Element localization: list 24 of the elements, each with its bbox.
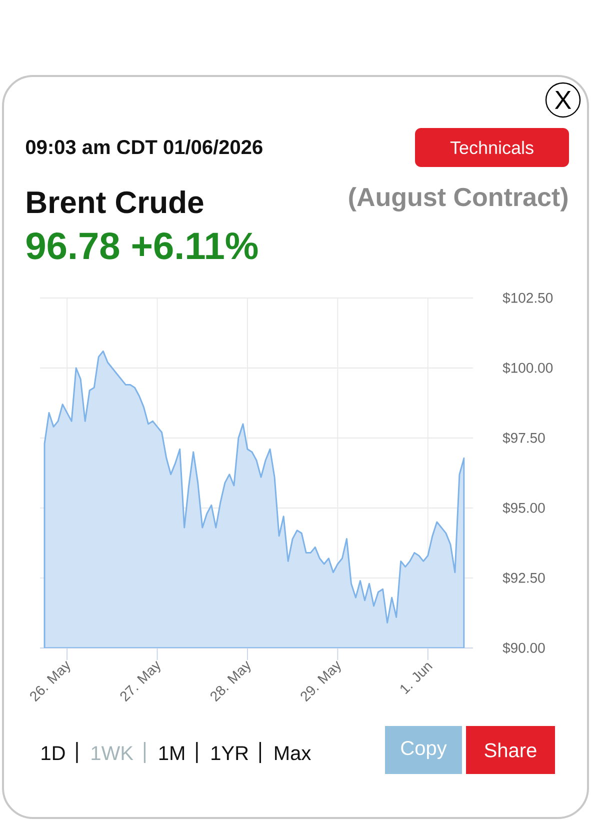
- x-tick-label: 26. May: [30, 660, 70, 702]
- chart-subtitle: (August Contract): [349, 187, 568, 212]
- text: 09:03 am CDT 01/06/2026: [26, 139, 262, 154]
- y-tick-label: $102.50: [502, 292, 553, 304]
- x-tick-label: 28. May: [210, 660, 251, 702]
- text: Copy: [401, 740, 447, 760]
- y-tick-label: $97.50: [502, 432, 545, 444]
- text: 1YR: [212, 746, 248, 760]
- text: Technicals: [450, 140, 534, 154]
- chart-title: Brent Crude: [27, 190, 204, 214]
- text: 1WK: [92, 746, 134, 760]
- y-tick-label: $90.00: [502, 642, 545, 654]
- text: 96.78 +6.11%: [26, 232, 258, 260]
- text: 1M: [159, 746, 184, 760]
- y-tick-label: $95.00: [502, 502, 545, 514]
- text: X: [554, 91, 572, 109]
- x-tick-label: 29. May: [300, 660, 341, 702]
- text: Share: [484, 742, 536, 758]
- text: Max: [275, 746, 311, 760]
- x-tick-label: 1. Jun: [400, 663, 433, 694]
- text: 1D: [42, 746, 65, 760]
- y-tick-label: $100.00: [502, 362, 553, 374]
- y-tick-label: $92.50: [502, 572, 545, 584]
- x-tick-label: 27. May: [120, 660, 160, 702]
